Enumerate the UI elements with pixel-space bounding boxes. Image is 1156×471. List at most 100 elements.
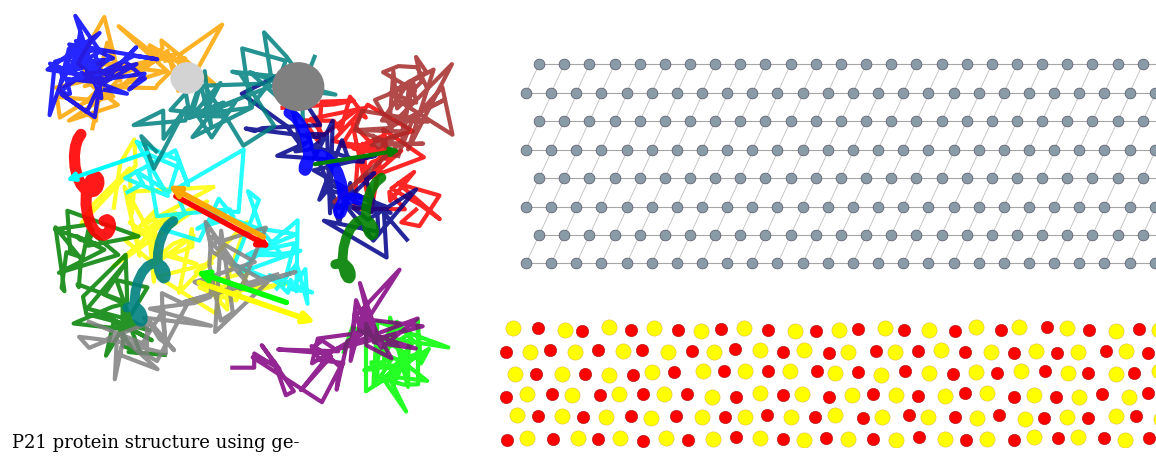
Point [1095,203,1113,210]
Point [1095,89,1113,97]
Point [1129,325,1148,333]
Point [857,117,875,125]
Point [869,260,888,267]
Point [793,260,812,267]
Point [910,433,928,441]
Point [919,413,938,420]
Point [1151,415,1156,422]
Point [1107,371,1126,378]
Point [932,231,950,239]
Point [1013,367,1031,375]
Point [1106,327,1125,334]
Point [1047,393,1066,401]
Point [919,89,938,97]
Point [978,390,996,397]
Point [1083,174,1102,182]
Point [682,348,701,355]
Point [527,370,546,377]
Point [1120,146,1139,154]
Point [731,174,749,182]
Point [692,260,711,267]
Point [831,117,850,125]
Point [909,348,927,355]
Point [990,411,1008,419]
Point [497,393,516,400]
Point [1069,433,1088,441]
Point [588,347,607,354]
Circle shape [171,63,203,93]
Point [1146,146,1156,154]
Point [757,412,776,419]
Point [857,60,875,68]
Point [542,146,561,154]
Point [1083,117,1102,125]
Point [869,203,888,210]
Point [727,393,746,400]
Point [1025,391,1044,398]
Point [718,89,736,97]
Text: P21 protein structure using ge-: P21 protein structure using ge- [12,434,299,452]
Point [957,437,976,444]
Point [758,326,777,334]
Point [756,117,775,125]
Point [1005,349,1023,357]
Point [944,203,963,210]
Point [994,260,1013,267]
Point [769,146,787,154]
Point [807,327,825,335]
Point [920,326,939,334]
Point [1025,433,1044,440]
Point [907,117,926,125]
Point [1095,260,1113,267]
Point [517,146,535,154]
Point [705,349,724,356]
Point [820,393,838,401]
Point [1058,117,1076,125]
Point [568,203,586,210]
Point [1070,203,1089,210]
Point [1015,415,1033,422]
Point [1038,324,1057,331]
Point [1083,60,1102,68]
Point [735,325,754,332]
Point [655,174,674,182]
Point [743,146,762,154]
Point [909,392,927,399]
Point [529,117,548,125]
Point [543,435,562,443]
Point [592,260,610,267]
Point [588,435,607,443]
Point [704,435,722,442]
Point [568,89,586,97]
Point [677,390,696,398]
Point [1146,203,1156,210]
Point [992,326,1010,334]
Point [1079,414,1097,422]
Point [894,89,912,97]
Point [592,146,610,154]
Point [632,346,651,354]
Point [1095,435,1113,442]
Point [887,436,905,443]
Point [849,325,867,333]
Point [643,146,661,154]
Point [807,231,825,239]
Point [885,348,904,356]
Point [1109,60,1127,68]
Point [554,412,572,420]
Point [970,203,988,210]
Point [655,60,674,68]
Point [1139,349,1156,357]
Point [1008,60,1027,68]
Point [983,60,1001,68]
Point [633,390,652,398]
Point [731,231,749,239]
Point [818,203,837,210]
Point [1008,231,1027,239]
Point [731,60,749,68]
Point [1149,368,1156,375]
Point [529,60,548,68]
Point [944,260,963,267]
Point [839,435,858,443]
Point [642,414,660,422]
